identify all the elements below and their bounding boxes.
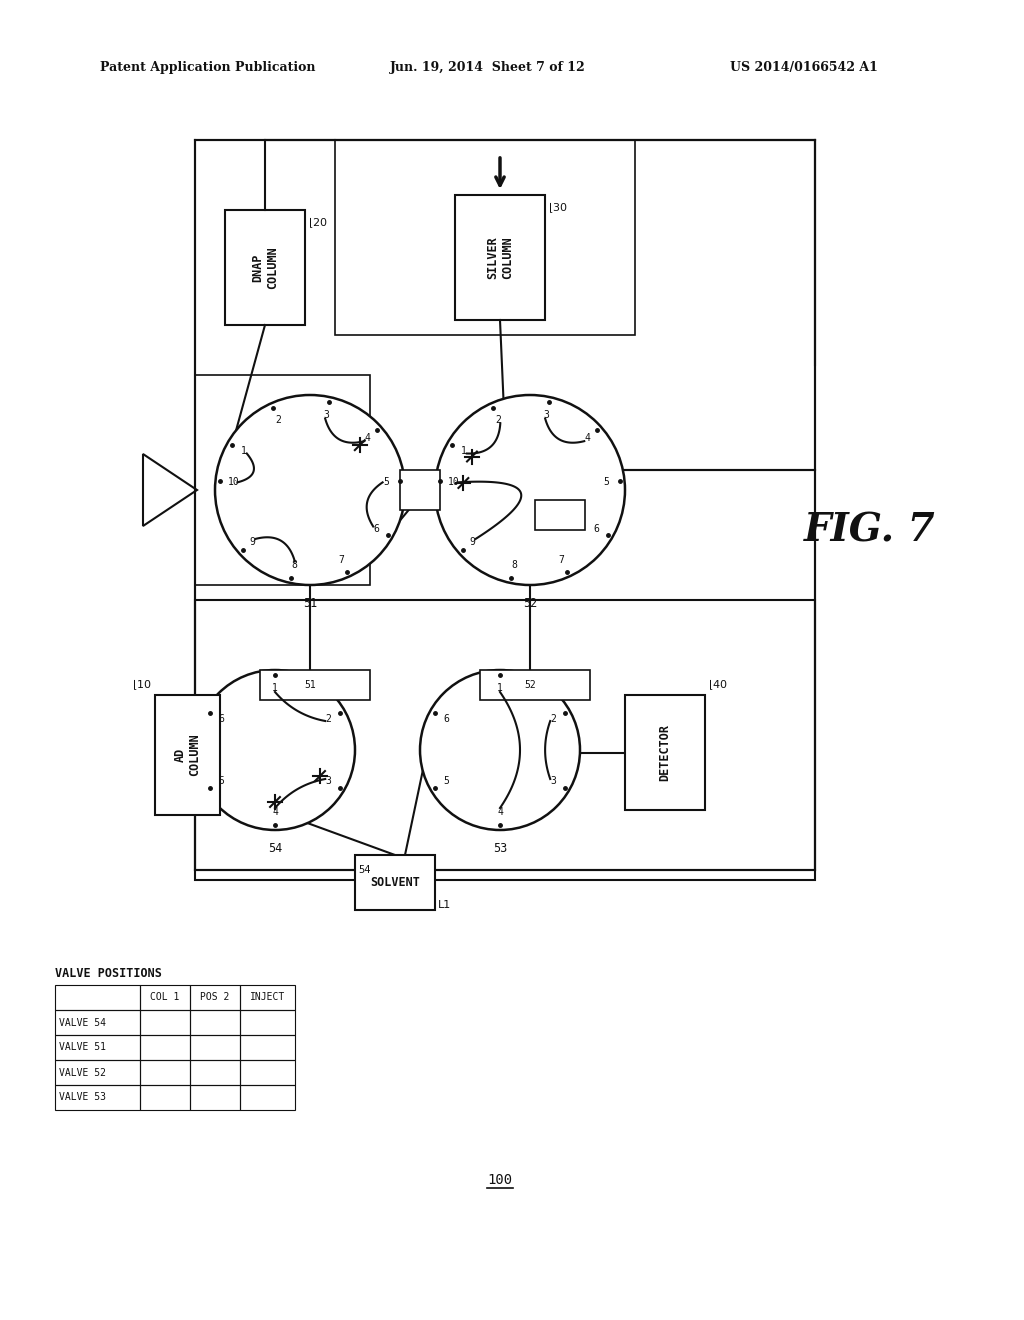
Text: 3: 3 (551, 776, 557, 785)
Bar (190, 1035, 240, 1060)
Text: 1: 1 (497, 682, 503, 693)
Text: INJECT: INJECT (250, 993, 285, 1002)
Bar (240, 1010, 295, 1035)
Text: DETECTOR: DETECTOR (658, 723, 672, 781)
Text: 1: 1 (461, 446, 466, 457)
Text: 2: 2 (275, 414, 282, 425)
Text: 6: 6 (218, 714, 224, 723)
Text: 3: 3 (323, 409, 329, 420)
Text: 53: 53 (493, 842, 507, 855)
Text: $\lfloor$40: $\lfloor$40 (708, 677, 728, 692)
Bar (55, 1010, 140, 1035)
Bar (400, 470, 440, 510)
Text: 4: 4 (497, 807, 503, 817)
Bar (190, 1010, 240, 1035)
Bar (140, 1060, 190, 1085)
Bar (260, 671, 370, 700)
Text: 5: 5 (218, 776, 224, 785)
Bar (140, 1010, 190, 1035)
Text: 5: 5 (443, 776, 450, 785)
Bar (355, 855, 435, 909)
Text: 3: 3 (543, 409, 549, 420)
Text: VALVE 53: VALVE 53 (59, 1093, 106, 1102)
Text: 4: 4 (585, 433, 590, 444)
Text: $\lfloor$20: $\lfloor$20 (308, 215, 328, 230)
Text: 5: 5 (603, 477, 609, 487)
Bar (240, 1035, 295, 1060)
Text: $\lfloor$10: $\lfloor$10 (132, 677, 152, 692)
Bar (455, 195, 545, 319)
Bar (535, 500, 585, 531)
Text: AD
COLUMN: AD COLUMN (173, 734, 202, 776)
Text: 3: 3 (326, 776, 332, 785)
Text: Patent Application Publication: Patent Application Publication (100, 62, 315, 74)
Text: $\lfloor$30: $\lfloor$30 (548, 201, 567, 215)
Text: 6: 6 (594, 524, 600, 533)
Bar (480, 671, 590, 700)
Text: 2: 2 (326, 714, 332, 723)
Bar (55, 1035, 140, 1060)
Text: 52: 52 (524, 680, 536, 690)
Bar (55, 1085, 140, 1110)
Text: 7: 7 (338, 556, 344, 565)
Text: 6: 6 (374, 524, 380, 533)
Text: Jun. 19, 2014  Sheet 7 of 12: Jun. 19, 2014 Sheet 7 of 12 (390, 62, 586, 74)
Bar (140, 1085, 190, 1110)
Bar (625, 696, 705, 810)
Text: 54: 54 (358, 865, 372, 875)
Text: 10: 10 (227, 477, 240, 487)
Bar (195, 140, 815, 870)
Bar (155, 696, 220, 814)
Text: US 2014/0166542 A1: US 2014/0166542 A1 (730, 62, 878, 74)
Text: VALVE 51: VALVE 51 (59, 1043, 106, 1052)
Bar (190, 1085, 240, 1110)
Bar (225, 210, 305, 325)
Text: POS 2: POS 2 (201, 993, 229, 1002)
Bar (55, 1060, 140, 1085)
Text: 4: 4 (272, 807, 278, 817)
Bar (55, 985, 140, 1010)
Bar (240, 1060, 295, 1085)
Text: SOLVENT: SOLVENT (370, 876, 420, 888)
Text: 100: 100 (487, 1173, 513, 1187)
Text: 9: 9 (470, 536, 476, 546)
Text: COL 1: COL 1 (151, 993, 179, 1002)
Text: 7: 7 (558, 556, 564, 565)
Bar (190, 1060, 240, 1085)
Text: 4: 4 (365, 433, 370, 444)
Text: 8: 8 (511, 560, 517, 570)
Text: 5: 5 (384, 477, 389, 487)
Circle shape (215, 395, 406, 585)
Text: L1: L1 (438, 900, 452, 909)
Circle shape (195, 671, 355, 830)
Text: 1: 1 (241, 446, 246, 457)
Bar (195, 375, 370, 585)
Bar (195, 601, 815, 880)
Text: 10: 10 (447, 477, 460, 487)
Bar (335, 140, 635, 335)
Bar (190, 985, 240, 1010)
Circle shape (435, 395, 625, 585)
Text: 2: 2 (551, 714, 557, 723)
Text: 1: 1 (272, 682, 278, 693)
Text: 52: 52 (523, 597, 538, 610)
Text: 8: 8 (291, 560, 297, 570)
Text: FIG. 7: FIG. 7 (804, 511, 936, 549)
Text: SILVER
COLUMN: SILVER COLUMN (486, 236, 514, 279)
Text: 51: 51 (303, 597, 317, 610)
Bar (240, 985, 295, 1010)
Text: 9: 9 (250, 536, 256, 546)
Text: VALVE 52: VALVE 52 (59, 1068, 106, 1077)
Text: VALVE POSITIONS: VALVE POSITIONS (55, 968, 162, 979)
Text: 6: 6 (443, 714, 450, 723)
Text: 2: 2 (496, 414, 502, 425)
Text: DNAP
COLUMN: DNAP COLUMN (251, 246, 279, 289)
Text: 51: 51 (304, 680, 315, 690)
Text: 54: 54 (268, 842, 283, 855)
Bar (140, 1035, 190, 1060)
Bar (240, 1085, 295, 1110)
Circle shape (420, 671, 580, 830)
Text: VALVE 54: VALVE 54 (59, 1018, 106, 1027)
Bar (140, 985, 190, 1010)
